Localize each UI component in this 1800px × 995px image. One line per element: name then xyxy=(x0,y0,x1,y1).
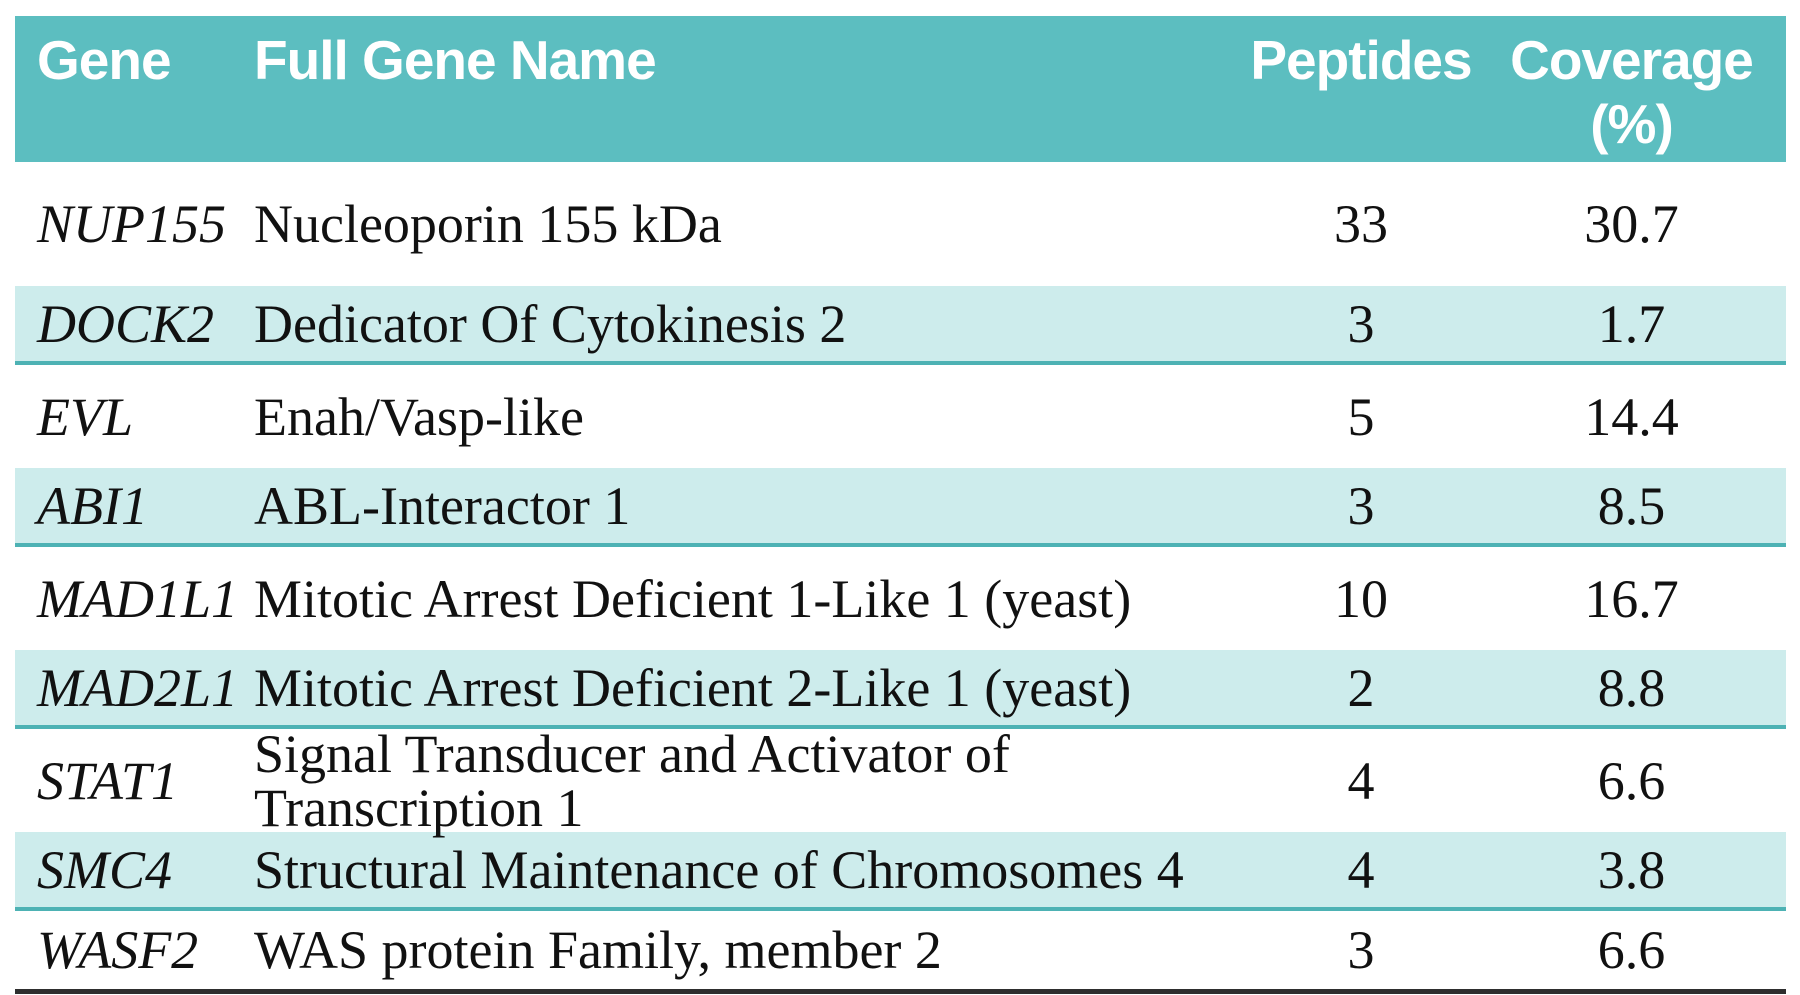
peptides-cell: 33 xyxy=(1334,194,1388,254)
full-name-cell: Signal Transducer and Activator of Trans… xyxy=(254,723,1010,838)
gene-table: Gene Full Gene Name Peptides Coverage (%… xyxy=(15,16,1786,994)
table-row: DOCK2 Dedicator Of Cytokinesis 2 3 1.7 xyxy=(15,286,1786,365)
coverage-cell: 6.6 xyxy=(1597,920,1666,980)
header-coverage-unit-label: (%) xyxy=(1590,93,1674,155)
gene-cell: DOCK2 xyxy=(15,297,252,351)
gene-symbol: ABI1 xyxy=(37,475,148,536)
header-peptides: Peptides xyxy=(1245,28,1477,92)
header-full-gene-name-label: Full Gene Name xyxy=(254,29,657,91)
peptides-cell: 3 xyxy=(1347,475,1375,536)
gene-cell: STAT1 xyxy=(15,754,252,808)
peptides-cell: 4 xyxy=(1347,750,1375,811)
header-gene: Gene xyxy=(15,28,252,92)
full-name-cell: Enah/Vasp-like xyxy=(254,386,584,447)
header-coverage-label: Coverage xyxy=(1510,29,1754,91)
full-name-cell: Mitotic Arrest Deficient 2-Like 1 (yeast… xyxy=(254,657,1132,718)
gene-symbol: WASF2 xyxy=(37,920,199,980)
header-gene-label: Gene xyxy=(37,29,172,91)
gene-symbol: DOCK2 xyxy=(37,293,215,354)
peptides-cell: 5 xyxy=(1347,386,1375,447)
peptides-cell: 3 xyxy=(1347,293,1375,354)
table-row: MAD2L1 Mitotic Arrest Deficient 2-Like 1… xyxy=(15,650,1786,729)
full-name-cell: ABL-Interactor 1 xyxy=(254,475,631,536)
coverage-cell: 6.6 xyxy=(1597,750,1666,811)
gene-symbol: STAT1 xyxy=(37,750,179,811)
table-row: STAT1 Signal Transducer and Activator of… xyxy=(15,723,1786,838)
gene-symbol: EVL xyxy=(37,386,134,447)
coverage-cell: 8.8 xyxy=(1597,657,1666,718)
full-name-cell: Nucleoporin 155 kDa xyxy=(254,194,722,254)
coverage-cell: 30.7 xyxy=(1584,194,1679,254)
gene-symbol: MAD2L1 xyxy=(37,657,238,718)
full-name-cell: Mitotic Arrest Deficient 1-Like 1 (yeast… xyxy=(254,568,1132,629)
table-row: SMC4 Structural Maintenance of Chromosom… xyxy=(15,832,1786,911)
gene-cell: NUP155 xyxy=(15,197,252,251)
table-row: ABI1 ABL-Interactor 1 3 8.5 xyxy=(15,468,1786,547)
header-full-gene-name: Full Gene Name xyxy=(252,28,1245,92)
table-row: EVL Enah/Vasp-like 5 14.4 xyxy=(15,365,1786,468)
table-row: WASF2 WAS protein Family, member 2 3 6.6 xyxy=(15,911,1786,989)
peptides-cell: 10 xyxy=(1334,568,1388,629)
coverage-cell: 16.7 xyxy=(1584,568,1679,629)
gene-cell: WASF2 xyxy=(15,923,252,977)
peptides-cell: 3 xyxy=(1347,920,1375,980)
gene-cell: MAD2L1 xyxy=(15,661,252,715)
table-header-row: Gene Full Gene Name Peptides Coverage (%… xyxy=(15,16,1786,162)
gene-symbol: NUP155 xyxy=(37,194,226,254)
table-row: NUP155 Nucleoporin 155 kDa 33 30.7 xyxy=(15,162,1786,286)
table-row: MAD1L1 Mitotic Arrest Deficient 1-Like 1… xyxy=(15,547,1786,650)
gene-cell: ABI1 xyxy=(15,479,252,533)
table-body: NUP155 Nucleoporin 155 kDa 33 30.7 DOCK2… xyxy=(15,162,1786,989)
peptides-cell: 2 xyxy=(1347,657,1375,718)
header-peptides-label: Peptides xyxy=(1250,29,1472,91)
gene-symbol: SMC4 xyxy=(37,839,172,900)
gene-cell: SMC4 xyxy=(15,843,252,897)
coverage-cell: 1.7 xyxy=(1597,293,1666,354)
gene-cell: MAD1L1 xyxy=(15,572,252,626)
full-name-cell: WAS protein Family, member 2 xyxy=(254,920,942,980)
coverage-cell: 8.5 xyxy=(1597,475,1666,536)
peptides-cell: 4 xyxy=(1347,839,1375,900)
full-name-cell: Dedicator Of Cytokinesis 2 xyxy=(254,293,847,354)
gene-cell: EVL xyxy=(15,390,252,444)
coverage-cell: 3.8 xyxy=(1597,839,1666,900)
header-coverage: Coverage (%) xyxy=(1477,28,1786,156)
full-name-cell: Structural Maintenance of Chromosomes 4 xyxy=(254,839,1184,900)
bottom-rule xyxy=(15,989,1786,994)
gene-symbol: MAD1L1 xyxy=(37,568,238,629)
coverage-cell: 14.4 xyxy=(1584,386,1679,447)
